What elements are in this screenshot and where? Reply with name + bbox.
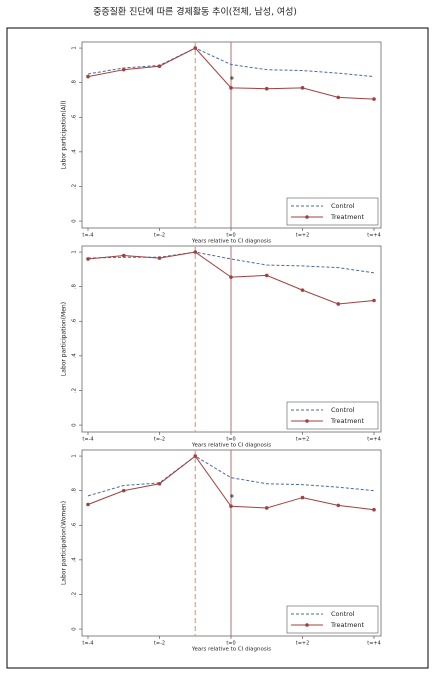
y-tick-label: .4 bbox=[72, 149, 78, 155]
x-tick-label: t=+2 bbox=[296, 437, 310, 443]
data-point bbox=[86, 74, 90, 79]
plus-marker bbox=[230, 76, 234, 80]
data-point bbox=[121, 67, 126, 72]
legend-marker bbox=[305, 419, 309, 423]
data-point bbox=[193, 250, 198, 254]
x-tick-label: t=+2 bbox=[296, 641, 310, 647]
legend-label: Control bbox=[331, 406, 355, 414]
legend-label: Control bbox=[331, 610, 355, 618]
data-point bbox=[300, 86, 305, 90]
x-tick-label: t=-2 bbox=[154, 437, 165, 443]
series-line bbox=[87, 251, 375, 274]
y-axis-label: Labor participation(All) bbox=[61, 101, 68, 170]
y-tick-label: 1 bbox=[72, 454, 78, 458]
x-tick-label: t=+4 bbox=[367, 437, 381, 443]
y-axis-label: Labor participation(Women) bbox=[61, 501, 68, 585]
data-point bbox=[300, 495, 305, 500]
figure-title: 중증질환 진단에 따른 경제활동 추이(전체, 남성, 여성) bbox=[93, 6, 297, 18]
x-tick-label: t=-2 bbox=[154, 233, 165, 239]
legend-marker bbox=[305, 215, 309, 219]
series-line bbox=[87, 455, 375, 497]
x-axis-label: Years relative to CI diagnosis bbox=[191, 647, 271, 653]
y-tick-label: .6 bbox=[72, 114, 78, 120]
data-point bbox=[193, 454, 198, 458]
x-tick-label: t=+4 bbox=[367, 233, 381, 239]
y-tick-label: 1 bbox=[72, 250, 78, 254]
legend-label: Control bbox=[331, 202, 355, 210]
x-tick-label: t=-2 bbox=[154, 641, 165, 647]
data-point bbox=[157, 64, 162, 69]
y-tick-label: .2 bbox=[72, 184, 78, 189]
data-point bbox=[121, 488, 126, 493]
data-point bbox=[121, 253, 126, 258]
y-tick-label: .6 bbox=[72, 522, 78, 528]
x-tick-label: t=-4 bbox=[82, 437, 93, 443]
legend: Control Treatment bbox=[286, 197, 379, 226]
legend-label: Treatment bbox=[330, 417, 365, 425]
y-axis-label: Labor participation(Men) bbox=[61, 302, 68, 376]
legend-label: Treatment bbox=[330, 621, 365, 629]
data-point bbox=[336, 302, 341, 306]
legend-box bbox=[286, 401, 379, 430]
data-point bbox=[372, 298, 376, 303]
data-point bbox=[336, 95, 341, 100]
data-point bbox=[264, 506, 269, 510]
y-tick-label: .2 bbox=[72, 592, 78, 597]
x-tick-label: t=+4 bbox=[367, 641, 381, 647]
data-point bbox=[372, 507, 376, 512]
outer-border bbox=[6, 27, 429, 669]
legend: Control Treatment bbox=[286, 605, 379, 634]
y-tick-label: 1 bbox=[72, 46, 78, 50]
x-axis-label: Years relative to CI diagnosis bbox=[191, 443, 271, 449]
y-tick-label: .8 bbox=[72, 284, 78, 290]
y-tick-label: .8 bbox=[72, 488, 78, 494]
series-line bbox=[87, 47, 375, 78]
x-axis-label: Years relative to CI diagnosis bbox=[191, 239, 271, 245]
data-point bbox=[86, 257, 90, 261]
data-point bbox=[300, 288, 305, 292]
legend: Control Treatment bbox=[286, 401, 379, 430]
x-tick-label: t=-4 bbox=[82, 233, 93, 239]
y-tick-label: 0 bbox=[72, 219, 78, 223]
x-tick-label: t=0 bbox=[226, 233, 235, 239]
data-point bbox=[229, 275, 233, 279]
x-tick-label: t=0 bbox=[226, 641, 235, 647]
legend-box bbox=[286, 605, 379, 634]
y-tick-label: .6 bbox=[72, 318, 78, 324]
data-point bbox=[193, 46, 198, 50]
data-point bbox=[372, 97, 376, 101]
y-tick-label: 0 bbox=[72, 423, 78, 427]
data-point bbox=[86, 502, 90, 507]
data-point bbox=[157, 481, 162, 486]
y-tick-label: .8 bbox=[72, 80, 78, 86]
legend-label: Treatment bbox=[330, 213, 365, 221]
y-tick-label: 0 bbox=[72, 627, 78, 631]
legend-marker bbox=[305, 623, 309, 627]
data-point bbox=[264, 86, 269, 91]
y-tick-label: .2 bbox=[72, 388, 78, 393]
x-tick-label: t=+2 bbox=[296, 233, 310, 239]
x-tick-label: t=0 bbox=[226, 437, 235, 443]
data-point bbox=[157, 256, 162, 260]
y-tick-label: .4 bbox=[72, 353, 78, 359]
data-point bbox=[264, 273, 269, 278]
plus-marker bbox=[230, 494, 234, 498]
data-point bbox=[229, 504, 233, 509]
data-point bbox=[336, 503, 341, 508]
y-tick-label: .4 bbox=[72, 557, 78, 563]
data-point bbox=[229, 86, 233, 90]
legend-box bbox=[286, 197, 379, 226]
x-tick-label: t=-4 bbox=[82, 641, 93, 647]
